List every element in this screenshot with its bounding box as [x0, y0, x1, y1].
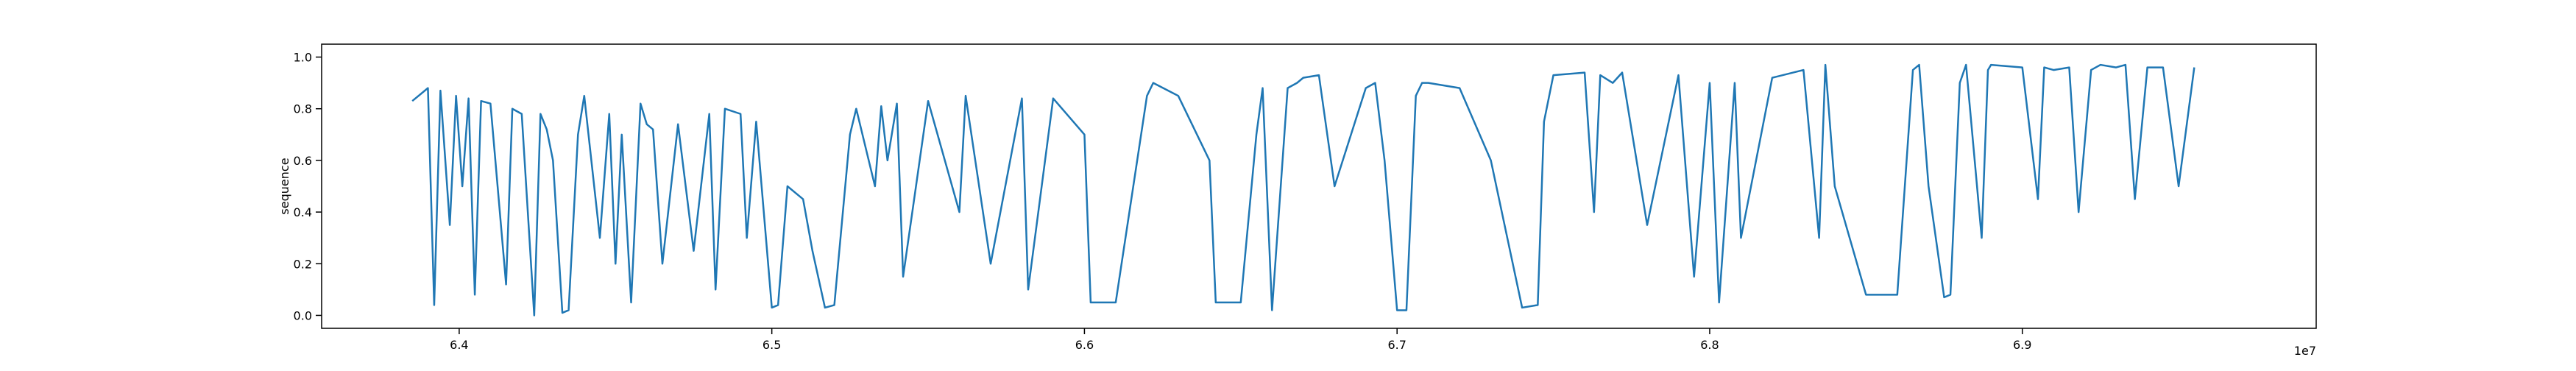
y-tick-label: 0.6: [294, 154, 312, 168]
x-tick-label: 6.6: [1075, 338, 1094, 352]
plot-frame: [321, 43, 2317, 329]
x-tick-label: 6.9: [2013, 338, 2031, 352]
y-tick-label: 0.0: [294, 308, 312, 322]
y-tick-label: 0.2: [294, 257, 312, 271]
x-tick-label: 6.7: [1387, 338, 1406, 352]
x-tick-label: 6.4: [450, 338, 468, 352]
y-tick-label: 0.4: [294, 205, 312, 219]
x-tick-label: 6.8: [1700, 338, 1719, 352]
y-tick-label: 0.8: [294, 102, 312, 116]
y-tick-label: 1.0: [294, 51, 312, 65]
data-line: [411, 63, 2195, 317]
x-tick-label: 6.5: [762, 338, 781, 352]
x-offset-label: 1e7: [2294, 344, 2316, 358]
y-axis-label: sequence: [277, 158, 291, 214]
